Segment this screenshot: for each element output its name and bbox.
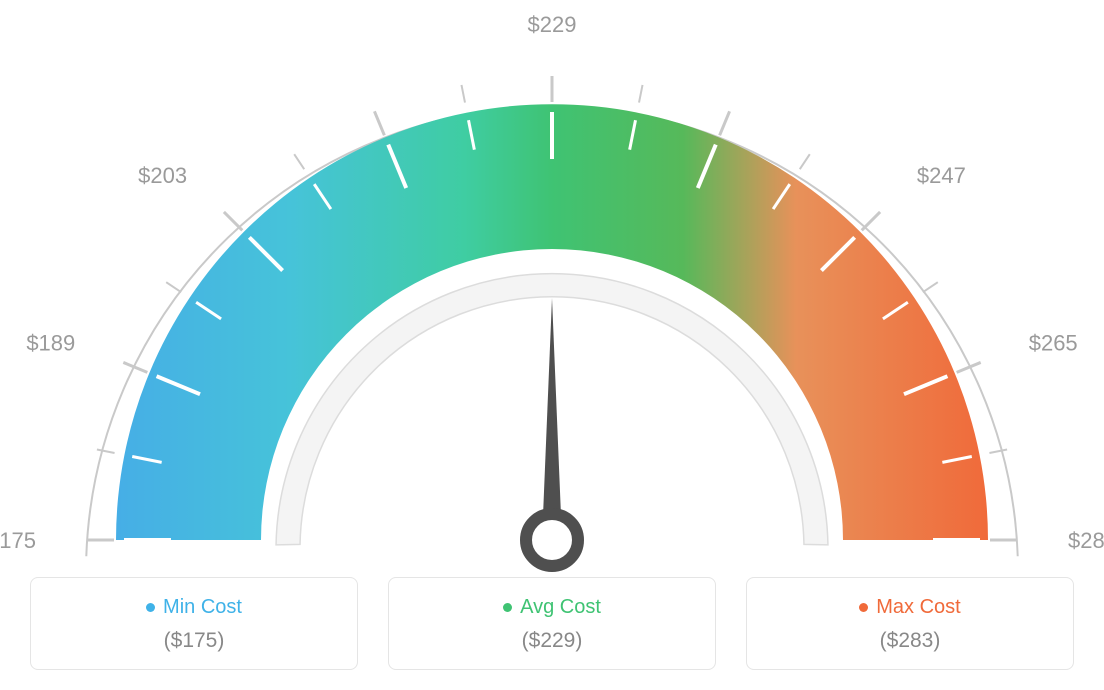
tick-label: $265 [1029, 331, 1078, 356]
tick-label: $283 [1068, 528, 1104, 553]
legend-label-text: Avg Cost [520, 596, 601, 619]
gauge-chart-container: $175 $189 $203 $229 $247 $265 $283 Min Cost ($… [0, 0, 1104, 690]
dot-icon [503, 603, 512, 612]
legend-card-max: Max Cost ($283) [746, 577, 1074, 670]
legend-value-min: ($175) [41, 629, 347, 653]
tick-label: $189 [26, 331, 75, 356]
legend-label-min: Min Cost [41, 596, 347, 619]
gauge-svg: $175 $189 $203 $229 $247 $265 $283 [0, 0, 1104, 580]
tick-label: $175 [0, 528, 36, 553]
legend-label-text: Max Cost [876, 596, 960, 619]
legend-label-max: Max Cost [757, 596, 1063, 619]
dot-icon [859, 603, 868, 612]
legend-value-avg: ($229) [399, 629, 705, 653]
legend-label-avg: Avg Cost [399, 596, 705, 619]
legend-label-text: Min Cost [163, 596, 242, 619]
legend-row: Min Cost ($175) Avg Cost ($229) Max Cost… [0, 577, 1104, 670]
dot-icon [146, 603, 155, 612]
legend-value-max: ($283) [757, 629, 1063, 653]
legend-card-min: Min Cost ($175) [30, 577, 358, 670]
tick-label: $203 [138, 163, 187, 188]
tick-label: $229 [528, 12, 577, 37]
tick-label: $247 [917, 163, 966, 188]
gauge-area: $175 $189 $203 $229 $247 $265 $283 [0, 0, 1104, 570]
legend-card-avg: Avg Cost ($229) [388, 577, 716, 670]
